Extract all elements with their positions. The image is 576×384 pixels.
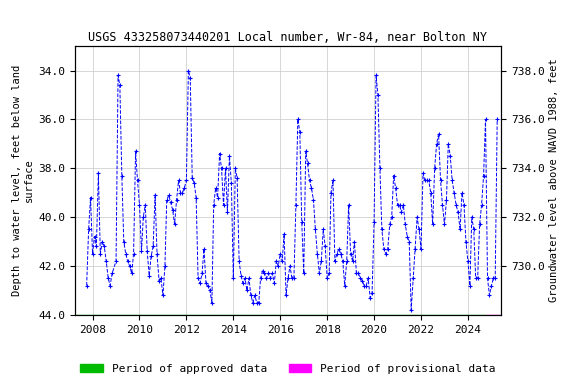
Bar <box>75 315 486 328</box>
Bar <box>486 315 501 328</box>
Y-axis label: Groundwater level above NAVD 1988, feet: Groundwater level above NAVD 1988, feet <box>549 59 559 302</box>
Y-axis label: Depth to water level, feet below land
surface: Depth to water level, feet below land su… <box>13 65 34 296</box>
Legend: Period of approved data, Period of provisional data: Period of approved data, Period of provi… <box>76 359 500 379</box>
Title: USGS 433258073440201 Local number, Wr-84, near Bolton NY: USGS 433258073440201 Local number, Wr-84… <box>89 30 487 43</box>
